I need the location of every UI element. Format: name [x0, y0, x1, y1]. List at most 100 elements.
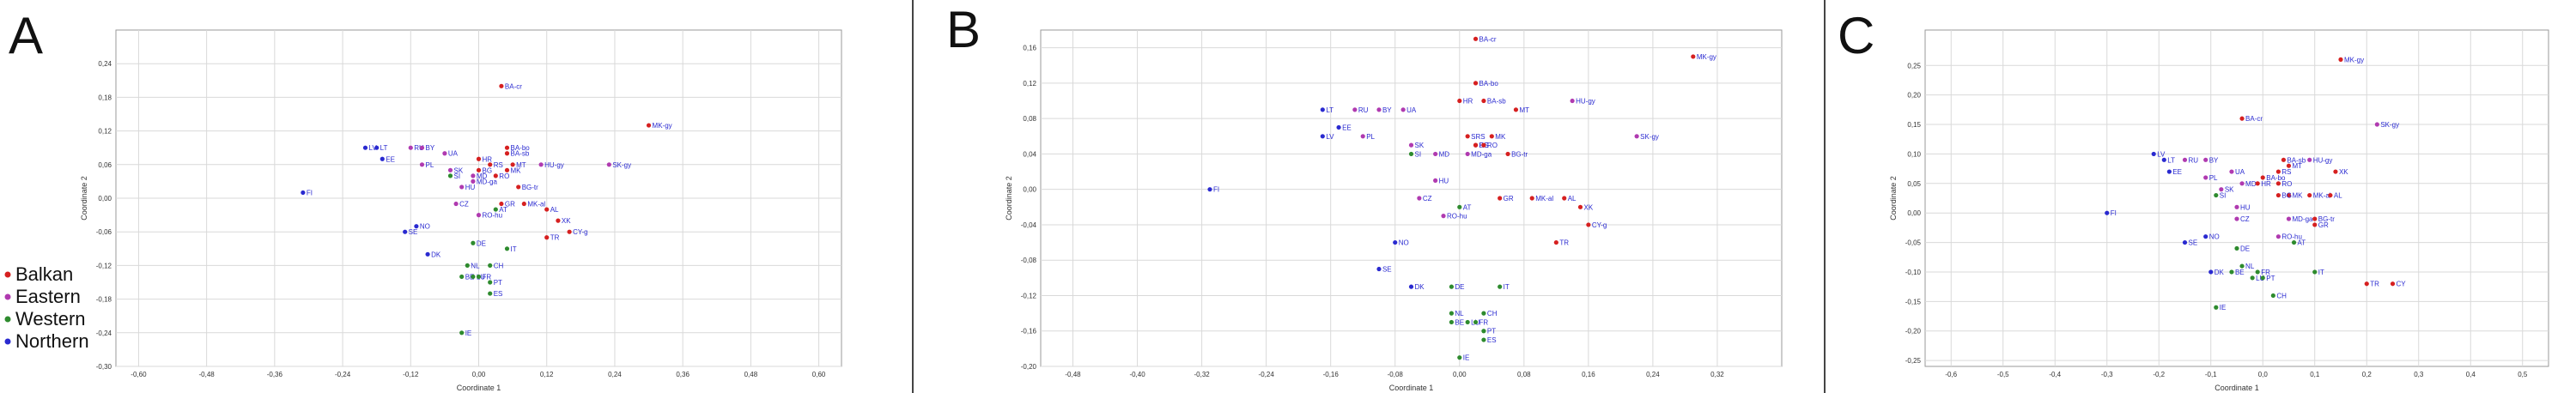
- data-point: [1376, 266, 1382, 272]
- y-tick-label: 0,10: [1907, 150, 1921, 158]
- data-point-label: MK-al: [2313, 192, 2331, 200]
- data-point-label: SK-gy: [1640, 133, 1659, 141]
- data-point-label: CH: [1487, 310, 1498, 317]
- data-point: [504, 151, 510, 156]
- data-point: [2239, 181, 2245, 186]
- data-point-label: RS: [494, 161, 503, 169]
- panel-label: C: [1838, 7, 1874, 64]
- data-point: [1473, 81, 1479, 86]
- data-point: [2286, 192, 2292, 198]
- data-point-label: BA-sb: [1487, 98, 1506, 106]
- data-point-label: BY: [1382, 106, 1392, 114]
- data-point-label: LT: [1326, 106, 1334, 114]
- data-point: [1207, 187, 1212, 192]
- data-point-label: RU: [2189, 156, 2199, 164]
- data-point-label: LV: [1326, 133, 1334, 141]
- data-point-label: PT: [2266, 275, 2275, 282]
- data-point-label: PT: [494, 279, 502, 287]
- data-point-label: RO: [499, 172, 509, 180]
- y-tick-label: 0,00: [98, 195, 112, 203]
- data-point: [488, 263, 493, 268]
- x-tick-label: -0,24: [335, 371, 351, 378]
- data-point-label: DK: [431, 251, 441, 258]
- data-point: [2286, 163, 2292, 168]
- y-axis-label: Coordinate 2: [80, 176, 88, 221]
- data-point: [2275, 234, 2281, 239]
- data-point: [459, 274, 465, 280]
- data-point-label: DE: [477, 239, 486, 247]
- data-point: [380, 156, 385, 161]
- data-point-label: SK: [2225, 186, 2234, 194]
- legend-item-eastern: Eastern: [15, 286, 81, 307]
- data-point-label: GR: [505, 201, 515, 209]
- x-tick-label: 0,36: [676, 371, 690, 378]
- data-point: [2234, 204, 2239, 209]
- data-point: [2166, 169, 2172, 174]
- data-point: [2203, 157, 2208, 162]
- data-point-label: NO: [2209, 233, 2220, 241]
- data-point: [1408, 142, 1414, 148]
- data-point-label: CY-g: [1592, 221, 1607, 229]
- x-tick-label: -0,16: [1323, 371, 1340, 378]
- data-point: [471, 274, 476, 280]
- y-tick-label: -0,20: [1905, 328, 1922, 336]
- data-point: [516, 184, 521, 190]
- data-point-label: MD-ga: [1471, 150, 1492, 158]
- x-tick-label: -0,48: [199, 371, 216, 378]
- data-point-label: RU: [414, 144, 424, 152]
- y-tick-label: -0,24: [96, 330, 112, 337]
- data-point-label: LU: [2256, 275, 2264, 282]
- data-point: [403, 229, 408, 234]
- data-point-label: HU: [465, 184, 476, 191]
- data-point-label: MD-ga: [477, 178, 498, 185]
- data-point: [2208, 269, 2214, 275]
- data-point: [1586, 222, 1591, 227]
- data-point-label: CZ: [2240, 215, 2250, 223]
- data-point: [459, 330, 465, 336]
- data-point: [1562, 196, 1567, 201]
- data-point-label: NL: [1455, 310, 1464, 317]
- x-tick-label: -0,60: [131, 371, 147, 378]
- x-tick-label: -0,32: [1194, 371, 1210, 378]
- data-point: [1320, 134, 1325, 139]
- y-tick-label: 0,06: [98, 161, 112, 169]
- data-point-label: LV: [2157, 150, 2166, 158]
- legend-marker: [4, 293, 11, 300]
- data-point-label: SI: [1415, 150, 1422, 158]
- x-tick-label: 0,12: [540, 371, 554, 378]
- data-point: [2219, 187, 2224, 192]
- data-point-label: BA-cr: [2245, 115, 2263, 123]
- data-point: [1634, 134, 1639, 139]
- data-point: [447, 173, 453, 178]
- y-axis-label: Coordinate 2: [1005, 176, 1013, 221]
- y-tick-label: 0,24: [98, 60, 112, 68]
- data-point-label: NL: [471, 262, 480, 269]
- data-point-label: DK: [1415, 283, 1425, 291]
- data-point: [2229, 269, 2234, 275]
- data-point: [499, 201, 504, 207]
- data-point-label: TR: [550, 234, 560, 242]
- data-point-label: TR: [1559, 239, 1569, 247]
- data-point-label: CZ: [1423, 195, 1432, 203]
- data-point-label: MT: [2293, 162, 2303, 170]
- data-point-label: FI: [2111, 209, 2117, 217]
- data-point: [1449, 311, 1455, 316]
- data-point-label: FR: [2261, 269, 2270, 276]
- data-point: [2275, 181, 2281, 186]
- scatter-plot-b: B -0,48 -0,40 -0,32 -0,24 -0,16 -0,08 0,00 0,08 0…: [946, 1, 1783, 392]
- data-point: [1320, 107, 1325, 112]
- data-point: [2286, 216, 2292, 221]
- data-point: [2203, 234, 2208, 239]
- data-point-label: EE: [2172, 168, 2182, 176]
- data-point: [459, 184, 465, 190]
- data-point-label: UA: [2235, 168, 2245, 176]
- data-point-label: IT: [2318, 269, 2324, 276]
- data-point-label: CH: [494, 262, 504, 269]
- data-point-label: IT: [1504, 283, 1510, 291]
- data-point: [499, 83, 504, 88]
- y-tick-label: -0,18: [96, 296, 112, 304]
- data-point: [2250, 275, 2255, 281]
- data-point: [493, 173, 498, 178]
- data-point-label: SK-gy: [612, 161, 631, 169]
- data-point: [2239, 263, 2245, 269]
